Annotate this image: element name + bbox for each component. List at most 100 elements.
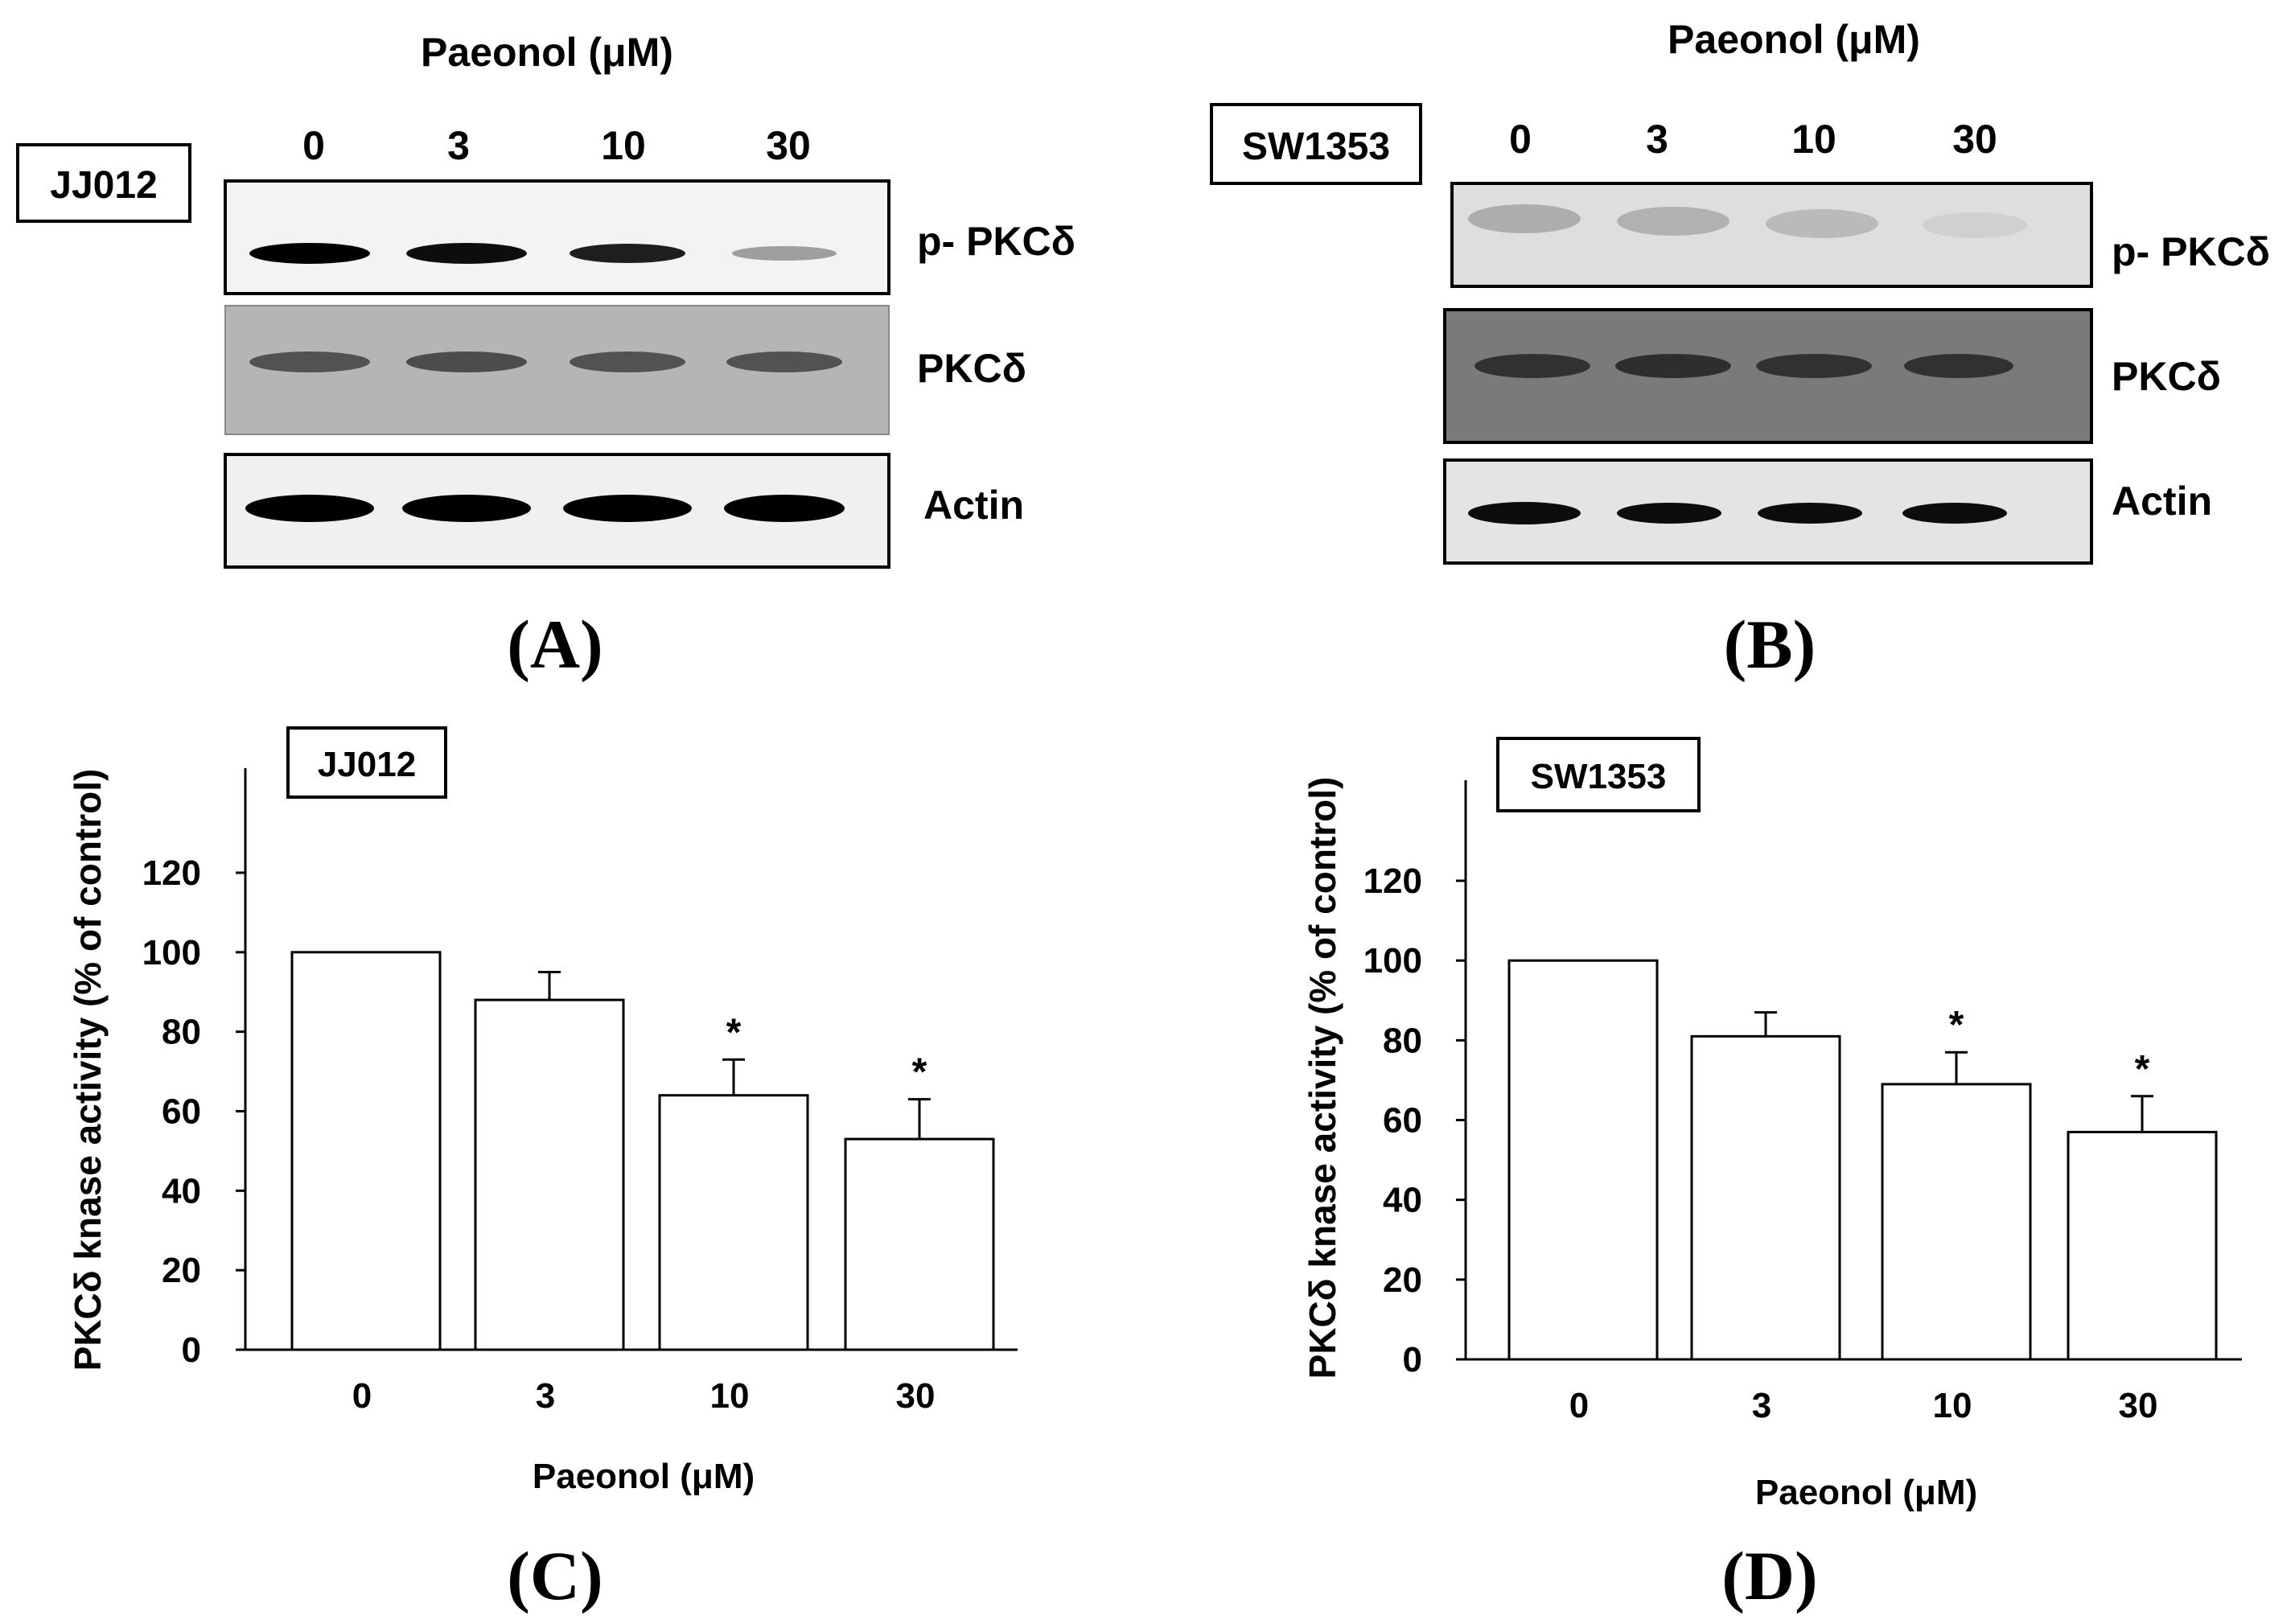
- band: [1468, 204, 1581, 233]
- band: [1923, 212, 2027, 238]
- band: [1904, 354, 2013, 378]
- panel-b-cell-line: SW1353: [1242, 125, 1390, 168]
- band: [1474, 354, 1590, 378]
- panel-a: Paeonol (μM) JJ012 0 3 10 30 p- PKCδ PKC…: [16, 30, 1076, 683]
- panel-c-letter: (C): [507, 1537, 603, 1614]
- y-tick-label: 60: [162, 1092, 201, 1132]
- panel-b-blot-p-pkcd-label: p- PKCδ: [2112, 229, 2270, 274]
- band: [245, 495, 374, 522]
- x-tick-label: 3: [1752, 1386, 1771, 1425]
- band: [406, 352, 527, 372]
- panel-a-blot-p-pkcd-bands: [249, 243, 837, 264]
- panel-c-ylabel: PKCδ knase activity (% of control): [67, 769, 109, 1371]
- bar: [474, 998, 625, 1351]
- bar: [658, 1094, 809, 1351]
- y-tick-label: 20: [1383, 1260, 1422, 1300]
- band: [1766, 209, 1878, 238]
- band: [402, 495, 531, 522]
- panel-c-cell-line: JJ012: [318, 745, 416, 784]
- panel-b-lane-label: 0: [1509, 117, 1532, 162]
- panel-a-blot-p-pkcd: [224, 179, 890, 295]
- x-tick-label: 30: [2119, 1386, 2158, 1425]
- bar: [2067, 1130, 2218, 1361]
- x-tick-label: 10: [1933, 1386, 1972, 1425]
- band: [1758, 503, 1862, 524]
- y-tick-label: 0: [182, 1330, 201, 1370]
- panel-b-blot-actin-bands: [1468, 502, 2007, 524]
- bar: [290, 951, 442, 1351]
- band: [1615, 354, 1731, 378]
- band: [249, 243, 370, 264]
- y-tick-label: 100: [142, 933, 201, 972]
- panel-b-blot-p-pkcd: [1450, 182, 2093, 288]
- panel-a-lane-label: 3: [447, 123, 470, 168]
- significance-marker: *: [912, 1051, 927, 1094]
- bar: [1690, 1034, 1841, 1361]
- band: [570, 244, 685, 263]
- band: [724, 495, 845, 522]
- panel-c-cell-line-box: [286, 726, 447, 799]
- y-tick-label: 120: [1363, 861, 1422, 901]
- bar: [1507, 959, 1659, 1361]
- panel-d-cell-line-box: [1496, 737, 1701, 812]
- panel-b-lane-label: 10: [1791, 117, 1836, 162]
- y-tick-label: 100: [1363, 941, 1422, 981]
- y-tick-label: 80: [1383, 1021, 1422, 1060]
- panel-c-bars: **: [290, 951, 995, 1351]
- panel-a-cell-line-box: [16, 143, 191, 223]
- panel-a-blot-actin-bands: [245, 495, 845, 522]
- band: [406, 243, 527, 264]
- significance-marker: *: [1949, 1004, 1964, 1046]
- panel-d-xlabel: Paeonol (μM): [1755, 1473, 1977, 1512]
- panel-d-bars: **: [1507, 959, 2218, 1361]
- significance-marker: *: [726, 1011, 742, 1054]
- panel-b-treatment-label: Paeonol (μM): [1668, 17, 1920, 62]
- band: [1902, 503, 2007, 524]
- band: [563, 495, 692, 522]
- y-tick-label: 80: [162, 1013, 201, 1052]
- panel-d-cell-line: SW1353: [1531, 757, 1667, 796]
- panel-b-blot-actin-label: Actin: [2112, 479, 2212, 524]
- panel-b-letter: (B): [1724, 606, 1816, 683]
- panel-d-ylabel: PKCδ knase activity (% of control): [1302, 777, 1343, 1379]
- panel-d-letter: (D): [1721, 1537, 1817, 1614]
- panel-c-yticks: 0 20 40 60 80 100 120: [142, 853, 245, 1370]
- panel-a-blot-pkcd-bands: [249, 352, 842, 372]
- significance-marker: *: [2135, 1048, 2150, 1091]
- band: [1617, 503, 1721, 524]
- panel-b: Paeonol (μM) SW1353 0 3 10 30 p- PKCδ PK…: [1210, 17, 2270, 683]
- panel-d-yticks: 0 20 40 60 80 100 120: [1363, 861, 1466, 1379]
- x-tick-label: 3: [536, 1376, 555, 1416]
- y-tick-label: 0: [1403, 1340, 1422, 1379]
- band: [732, 246, 837, 261]
- panel-d-xticks: 0 3 10 30: [1569, 1386, 2158, 1425]
- y-tick-label: 40: [162, 1171, 201, 1211]
- panel-b-lane-labels: 0 3 10 30: [1509, 117, 1997, 162]
- band: [1468, 502, 1581, 524]
- x-tick-label: 0: [1569, 1386, 1589, 1425]
- panel-a-blot-pkcd-label: PKCδ: [917, 346, 1026, 391]
- panel-a-lane-label: 10: [601, 123, 646, 168]
- x-tick-label: 10: [710, 1376, 750, 1416]
- panel-d-chart: PKCδ knase activity (% of control) 0 20 40…: [1302, 737, 2242, 1614]
- panel-b-blot-pkcd-label: PKCδ: [2112, 354, 2221, 399]
- panel-b-blot-pkcd-bands: [1474, 354, 2013, 378]
- y-tick-label: 60: [1383, 1101, 1422, 1141]
- panel-a-treatment-label: Paeonol (μM): [421, 30, 673, 75]
- bar: [844, 1137, 995, 1351]
- panel-a-blot-p-pkcd-label: p- PKCδ: [917, 219, 1076, 264]
- y-tick-label: 20: [162, 1251, 201, 1290]
- panel-b-lane-label: 30: [1952, 117, 1997, 162]
- band: [249, 352, 370, 372]
- x-tick-label: 30: [896, 1376, 936, 1416]
- panel-a-letter: (A): [507, 606, 603, 683]
- y-tick-label: 40: [1383, 1181, 1422, 1220]
- panel-b-lane-label: 3: [1646, 117, 1668, 162]
- band: [570, 352, 685, 372]
- panel-b-cell-line-box: [1210, 103, 1422, 185]
- panel-a-cell-line: JJ012: [50, 164, 157, 207]
- panel-a-blot-actin-label: Actin: [923, 483, 1024, 528]
- band: [1756, 354, 1872, 378]
- panel-c-xticks: 0 3 10 30: [352, 1376, 936, 1416]
